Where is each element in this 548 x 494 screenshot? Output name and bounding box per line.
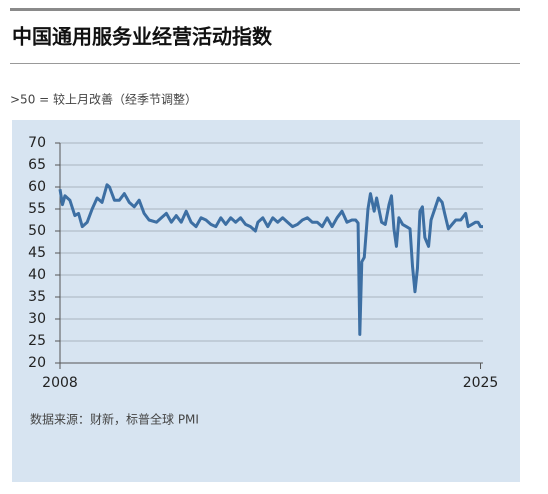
y-tick-label: 20: [28, 355, 46, 371]
data-line: [58, 183, 483, 336]
y-tick-label: 45: [28, 245, 46, 261]
plot-background: [12, 120, 520, 482]
title-rule: [10, 63, 520, 64]
x-tick-label: 2008: [42, 375, 78, 391]
chart-title: 中国通用服务业经营活动指数: [12, 25, 273, 49]
y-tick-label: 65: [28, 157, 46, 173]
top-rule: [10, 8, 520, 11]
y-tick-label: 35: [28, 289, 46, 305]
y-tick-label: 55: [28, 201, 46, 217]
y-tick-label: 40: [28, 267, 46, 283]
y-tick-label: 50: [28, 223, 46, 239]
y-tick-label: 25: [28, 333, 46, 349]
y-tick-label: 30: [28, 311, 46, 327]
source: 数据来源：财新，标普全球 PMI: [30, 412, 199, 427]
y-tick-label: 70: [28, 135, 46, 151]
subtitle: >50 = 较上月改善（经季节调整）: [10, 92, 197, 107]
x-tick-label: 2025: [463, 375, 499, 391]
y-tick-label: 60: [28, 179, 46, 195]
